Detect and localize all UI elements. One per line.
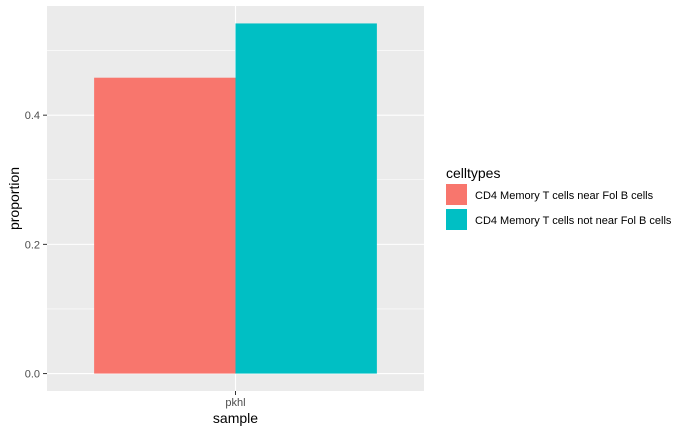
x-tick-label: pkhl (225, 397, 245, 409)
legend-label-2: CD4 Memory T cells not near Fol B cells (475, 215, 672, 227)
legend-key-2 (446, 209, 467, 230)
legend: celltypes CD4 Memory T cells near Fol B … (446, 165, 672, 230)
y-tick-label: 0.0 (25, 369, 40, 381)
legend-label-1: CD4 Memory T cells near Fol B cells (475, 190, 654, 202)
bars (94, 23, 377, 374)
axes: 0.0 0.2 0.4 pkhl (25, 110, 246, 409)
bar-pkhl-1 (94, 77, 236, 374)
y-tick-label: 0.4 (25, 110, 40, 122)
y-tick-label: 0.2 (25, 239, 40, 251)
legend-title: celltypes (446, 165, 500, 181)
bar-pkhl-2 (235, 23, 377, 374)
legend-key-1 (446, 184, 467, 205)
x-axis-title: sample (213, 410, 258, 426)
y-axis-title: proportion (6, 167, 22, 230)
